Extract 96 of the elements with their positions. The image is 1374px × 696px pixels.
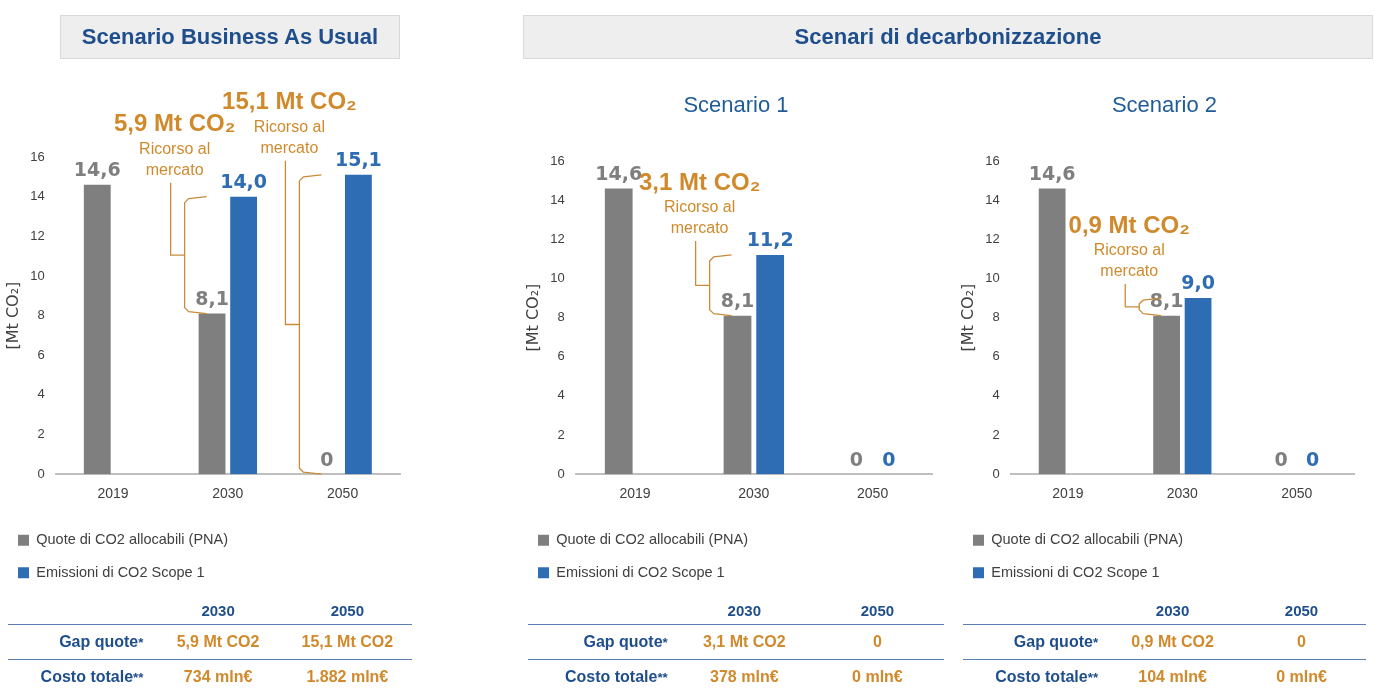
text: 0 mln€ (1237, 659, 1366, 694)
data-label: 14,0 (220, 170, 268, 193)
annotation: Ricorso al mercato (664, 198, 736, 237)
text: 2050 (859, 600, 896, 621)
y-tick-label: 12 (985, 230, 1000, 246)
text: 15,1 Mt CO2 (282, 624, 412, 659)
y-tick-label: 10 (550, 270, 565, 286)
legend-label: Emissioni di CO2 Scope 1 (36, 563, 205, 580)
text: 378 mln€ (677, 659, 811, 694)
x-tick-label: 2019 (97, 485, 129, 502)
x-tick-label: 2050 (1281, 485, 1313, 502)
y-tick-label: 8 (992, 309, 1000, 325)
annotation: 0,9 Mt CO₂ (1068, 210, 1190, 238)
x-tick-label: 2019 (619, 485, 651, 502)
bar (198, 313, 226, 475)
y-tick-label: 2 (992, 426, 1000, 442)
text: 104 mln€ (1108, 659, 1238, 694)
x-tick-label: 2030 (212, 485, 244, 502)
text: 0 (810, 624, 944, 659)
y-tick-label: 10 (30, 267, 45, 283)
x-tick-label: 2019 (1052, 485, 1084, 502)
annotation: Ricorso al mercato (253, 118, 325, 157)
x-tick-label: 2030 (738, 485, 770, 502)
data-label: 14,6 (73, 158, 121, 181)
text: 0 mln€ (810, 659, 944, 694)
bar (1184, 298, 1212, 475)
legend-label: Quote di CO2 allocabili (PNA) (556, 531, 749, 548)
x-tick-label: 2030 (1166, 485, 1199, 502)
y-tick-label: 6 (992, 348, 1000, 364)
y-tick-label: 0 (37, 465, 45, 481)
text: 1.882 mln€ (282, 659, 412, 694)
data-label: 8,1 (720, 289, 755, 312)
y-tick-label: 14 (550, 191, 565, 207)
text: 0 (1237, 624, 1366, 659)
y-axis-title: [Mt CO₂] (957, 283, 977, 352)
y-tick-label: 8 (37, 307, 45, 323)
text: 2050 (329, 600, 365, 621)
bar (756, 254, 785, 475)
data-label: 9,0 (1181, 271, 1215, 294)
legend-label: Quote di CO2 allocabili (PNA) (36, 531, 229, 548)
legend-label: Emissioni di CO2 Scope 1 (991, 563, 1160, 580)
x-tick-label: 2050 (327, 485, 359, 502)
text: 2050 (1283, 600, 1320, 621)
y-tick-label: 10 (985, 270, 1000, 286)
text: 0,9 Mt CO2 (1108, 624, 1238, 659)
text: 2030 (726, 600, 762, 621)
y-tick-label: 2 (37, 426, 45, 442)
y-tick-label: 16 (30, 148, 45, 164)
bar (604, 188, 633, 475)
bar (723, 315, 752, 475)
bar (1038, 188, 1066, 475)
data-label: 15,1 (334, 148, 382, 171)
chart-title: Scenario Business As Usual (60, 15, 400, 59)
data-label: 14,6 (1028, 161, 1076, 184)
y-tick-label: 4 (557, 387, 565, 403)
chart-title: Scenario 2 (1110, 92, 1219, 118)
y-tick-label: 2 (557, 426, 565, 442)
chart-title: Scenario 1 (682, 92, 790, 118)
y-axis-title: [Mt CO₂] (522, 283, 542, 352)
y-tick-label: 0 (992, 465, 1000, 481)
y-tick-label: 14 (985, 191, 1000, 207)
text: 5,9 Mt CO2 (153, 624, 283, 659)
chart-subtitle: Scenari di decarbonizzazione (523, 15, 1373, 59)
legend-label: Emissioni di CO2 Scope 1 (556, 563, 725, 580)
data-label: 0 (1274, 447, 1288, 470)
x-tick-label: 2050 (857, 485, 889, 502)
y-tick-label: 16 (985, 152, 1000, 168)
data-label: 0 (1305, 447, 1320, 470)
data-label: 0 (849, 447, 863, 470)
annotation: Ricorso al mercato (139, 140, 211, 179)
y-tick-label: 4 (37, 386, 45, 402)
legend-label: Quote di CO2 allocabili (PNA) (991, 531, 1184, 548)
data-label: 0 (320, 447, 334, 470)
y-tick-label: 12 (30, 227, 45, 243)
y-tick-label: 8 (557, 309, 565, 325)
y-tick-label: 14 (30, 188, 45, 204)
text: 734 mln€ (153, 659, 283, 694)
y-tick-label: 6 (557, 348, 565, 364)
text: 3,1 Mt CO2 (677, 624, 811, 659)
y-tick-label: 4 (992, 387, 1000, 403)
y-tick-label: 6 (37, 346, 45, 362)
data-label: 8,1 (1149, 289, 1184, 312)
text: 2030 (1154, 600, 1191, 621)
bar (230, 196, 258, 475)
data-label: 0 (882, 447, 896, 470)
bar (344, 174, 372, 475)
bar (1153, 315, 1180, 475)
y-axis-title: [Mt CO₂] (2, 281, 22, 350)
y-tick-label: 12 (550, 230, 565, 246)
annotation: Ricorso al mercato (1093, 241, 1165, 280)
bar (83, 184, 111, 475)
data-label: 8,1 (195, 287, 229, 310)
y-tick-label: 16 (550, 152, 565, 168)
text: 2030 (200, 600, 236, 621)
data-label: 11,2 (746, 228, 794, 251)
y-tick-label: 0 (557, 465, 565, 481)
